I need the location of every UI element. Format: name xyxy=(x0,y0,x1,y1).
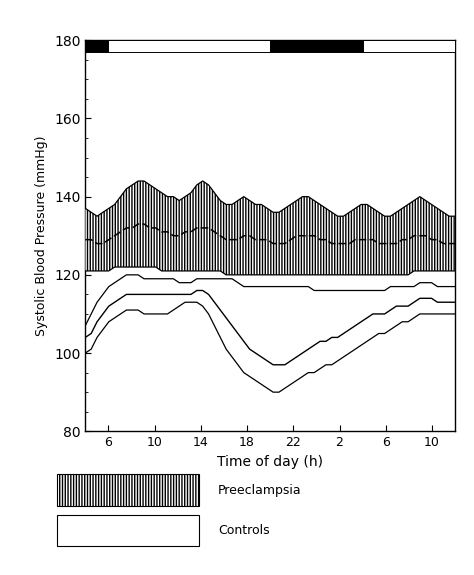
X-axis label: Time of day (h): Time of day (h) xyxy=(217,455,323,469)
Y-axis label: Systolic Blood Pressure (mmHg): Systolic Blood Pressure (mmHg) xyxy=(36,136,48,336)
Bar xyxy=(270,40,363,52)
Bar xyxy=(363,40,455,52)
Bar xyxy=(85,40,109,52)
Text: Controls: Controls xyxy=(218,524,270,537)
Bar xyxy=(109,40,270,52)
Text: Preeclampsia: Preeclampsia xyxy=(218,484,301,497)
